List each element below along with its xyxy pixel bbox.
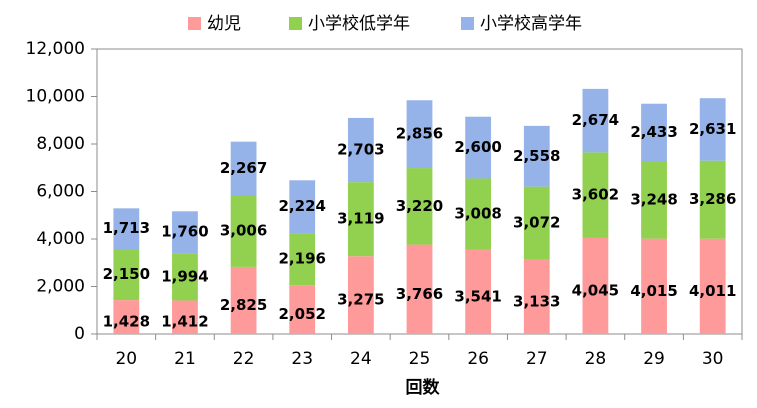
bar-segment <box>406 244 433 334</box>
legend-swatch <box>461 17 474 30</box>
data-label: 2,433 <box>630 123 677 141</box>
bar-segment <box>113 249 140 301</box>
bar-segment <box>699 160 726 239</box>
data-label: 4,045 <box>572 281 619 299</box>
bar-segment <box>347 182 374 257</box>
y-tick-label: 0 <box>74 324 85 344</box>
bar-segment <box>230 141 257 196</box>
bar-segment <box>406 100 433 169</box>
bar-segment <box>347 117 374 183</box>
y-tick-label: 8,000 <box>36 134 85 154</box>
bar-segment <box>465 116 492 179</box>
data-label: 2,052 <box>279 305 326 323</box>
y-tick-label: 4,000 <box>36 229 85 249</box>
data-label: 1,994 <box>161 267 208 285</box>
x-tick-label: 26 <box>467 349 489 369</box>
x-tick-label: 27 <box>526 349 548 369</box>
x-tick-label: 29 <box>643 349 665 369</box>
data-label: 2,631 <box>689 120 736 138</box>
data-label: 3,072 <box>513 214 560 232</box>
data-label: 4,011 <box>689 282 736 300</box>
data-label: 2,600 <box>454 138 501 156</box>
data-label: 1,428 <box>103 313 150 331</box>
bar-segment <box>113 300 140 334</box>
data-label: 2,674 <box>572 111 619 129</box>
bar-segment <box>641 103 667 162</box>
bar-segment <box>699 98 726 161</box>
data-label: 2,558 <box>513 147 560 165</box>
data-label: 2,856 <box>396 125 443 143</box>
bar-segment <box>523 125 550 187</box>
x-tick-label: 30 <box>702 349 724 369</box>
bar-segment <box>582 152 609 238</box>
bar-segment <box>289 233 316 286</box>
x-tick-label: 25 <box>409 349 431 369</box>
data-label: 3,008 <box>454 205 501 223</box>
y-tick-label: 12,000 <box>26 39 85 59</box>
bar-segment <box>289 180 316 234</box>
bar-segment <box>230 195 257 267</box>
data-label: 2,224 <box>279 197 326 215</box>
legend-swatch <box>188 17 201 30</box>
data-label: 1,713 <box>103 219 150 237</box>
data-label: 2,150 <box>103 265 150 283</box>
bar-segment <box>465 178 492 250</box>
data-label: 3,286 <box>689 190 736 208</box>
bar-segment <box>582 88 609 153</box>
data-label: 3,220 <box>396 197 443 215</box>
bar-segment <box>230 266 257 334</box>
data-label: 3,275 <box>337 291 384 309</box>
y-tick-label: 6,000 <box>36 182 85 202</box>
bar-segment <box>172 253 198 301</box>
legend-label: 小学校低学年 <box>308 14 410 34</box>
bar-segment <box>641 161 667 239</box>
bar-segment <box>641 238 667 334</box>
data-label: 3,766 <box>396 285 443 303</box>
bar-segment <box>465 249 492 334</box>
data-label: 2,267 <box>220 159 267 177</box>
bar-segment <box>406 168 433 245</box>
bar-segment <box>523 186 550 260</box>
bar-segment <box>347 256 374 334</box>
bar-segment <box>699 238 726 334</box>
data-label: 1,760 <box>161 223 208 241</box>
x-tick-label: 24 <box>350 349 372 369</box>
data-label: 4,015 <box>630 282 677 300</box>
data-label: 3,133 <box>513 292 560 310</box>
bar-segment <box>172 211 198 254</box>
data-label: 1,412 <box>161 313 208 331</box>
bar-segment <box>113 208 140 250</box>
bar-segment <box>582 237 609 334</box>
data-label: 3,006 <box>220 222 267 240</box>
data-label: 2,196 <box>279 250 326 268</box>
data-label: 3,119 <box>337 210 384 228</box>
legend-label: 幼児 <box>207 14 241 34</box>
x-tick-label: 22 <box>233 349 255 369</box>
x-tick-label: 20 <box>115 349 137 369</box>
x-axis-title: 回数 <box>406 377 441 398</box>
data-label: 3,248 <box>630 191 677 209</box>
data-label: 3,602 <box>572 186 619 204</box>
bar-segment <box>523 259 550 334</box>
legend-label: 小学校高学年 <box>480 14 582 34</box>
y-tick-label: 10,000 <box>26 87 85 107</box>
data-label: 2,825 <box>220 296 267 314</box>
bar-segment <box>172 300 198 334</box>
legend-swatch <box>289 17 302 30</box>
bar-segment <box>289 285 316 334</box>
y-tick-label: 2,000 <box>36 277 85 297</box>
x-tick-label: 23 <box>291 349 313 369</box>
x-tick-label: 21 <box>174 349 196 369</box>
data-label: 3,541 <box>454 287 501 305</box>
x-tick-label: 28 <box>585 349 607 369</box>
data-label: 2,703 <box>337 141 384 159</box>
